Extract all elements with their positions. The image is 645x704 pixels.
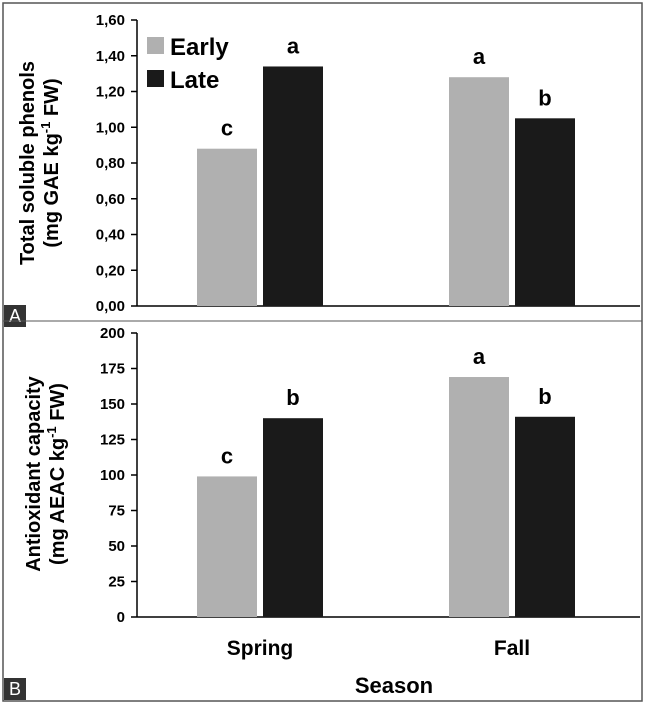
ytick-label: 100 — [100, 467, 125, 484]
legend: Early Late — [147, 34, 229, 94]
ytick-label: 0,80 — [96, 155, 125, 172]
ytick-label: 0,60 — [96, 191, 125, 208]
panel-b-ylabel: Antioxidant capacity (mg AEAC kg-1 FW) — [23, 375, 69, 571]
ytick-label: 1,20 — [96, 84, 125, 101]
panel-b-ylabel-line1: Antioxidant capacity — [23, 375, 45, 571]
significance-label: c — [221, 443, 233, 468]
bar-early-spring — [197, 476, 257, 617]
ytick-label: 25 — [108, 574, 125, 591]
legend-label-early: Early — [170, 34, 229, 61]
panel-b-significance-labels: c b a b — [221, 344, 552, 468]
bar-early-fall — [449, 77, 509, 306]
x-category-label: Spring — [227, 637, 294, 660]
panel-b-xlabel: Season — [355, 673, 433, 698]
panel-tag-b: B — [9, 679, 21, 699]
panel-a-bars — [197, 66, 575, 306]
bar-late-fall — [515, 118, 575, 306]
significance-label: a — [473, 344, 486, 369]
ytick-label: 125 — [100, 432, 125, 449]
bar-early-fall — [449, 377, 509, 617]
ytick-label: 200 — [100, 325, 125, 342]
panel-a-ylabel-line2: (mg GAE kg-1 FW) — [38, 78, 63, 247]
ytick-label: 75 — [108, 503, 125, 520]
ytick-label: 0,40 — [96, 227, 125, 244]
bar-early-spring — [197, 148, 257, 306]
ytick-label: 1,00 — [96, 119, 125, 136]
panel-b-ylabel-line2: (mg AEAC kg-1 FW) — [44, 383, 69, 565]
ytick-label: 1,60 — [96, 12, 125, 29]
x-category-label: Fall — [494, 637, 530, 660]
panel-a: 0,00 0,20 0,40 0,60 0,80 1,00 1,20 1,40 1,60 c a a… — [4, 12, 640, 327]
panel-a-ylabel: Total soluble phenols (mg GAE kg-1 FW) — [17, 61, 63, 265]
significance-label: b — [538, 384, 551, 409]
panel-b-x-categories: Spring Fall — [227, 637, 530, 660]
legend-label-late: Late — [170, 67, 219, 94]
ytick-label: 150 — [100, 396, 125, 413]
bar-late-spring — [263, 418, 323, 617]
ytick-label: 0 — [117, 609, 125, 626]
significance-label: a — [287, 33, 300, 58]
legend-swatch-late — [147, 70, 164, 87]
panel-a-ytick-labels: 0,00 0,20 0,40 0,60 0,80 1,00 1,20 1,40 1,60 — [96, 12, 137, 315]
panel-tag-b-box — [4, 678, 26, 700]
panel-b: 0 25 50 75 100 125 150 175 200 c b a b Spring Fall A… — [4, 325, 640, 700]
significance-label: b — [286, 385, 299, 410]
ytick-label: 0,20 — [96, 262, 125, 279]
significance-label: b — [538, 85, 551, 110]
panel-tag-a: A — [9, 306, 21, 326]
significance-label: c — [221, 116, 233, 141]
ytick-label: 175 — [100, 361, 125, 378]
panel-a-ylabel-line1: Total soluble phenols — [17, 61, 39, 265]
panel-a-significance-labels: c a a b — [221, 33, 552, 140]
bar-late-fall — [515, 416, 575, 617]
ytick-label: 0,00 — [96, 298, 125, 315]
ytick-label: 50 — [108, 538, 125, 555]
legend-swatch-early — [147, 37, 164, 54]
ytick-label: 1,40 — [96, 48, 125, 65]
panel-b-ytick-labels: 0 25 50 75 100 125 150 175 200 — [100, 325, 137, 626]
panel-b-bars — [197, 377, 575, 617]
bar-late-spring — [263, 66, 323, 306]
significance-label: a — [473, 44, 486, 69]
